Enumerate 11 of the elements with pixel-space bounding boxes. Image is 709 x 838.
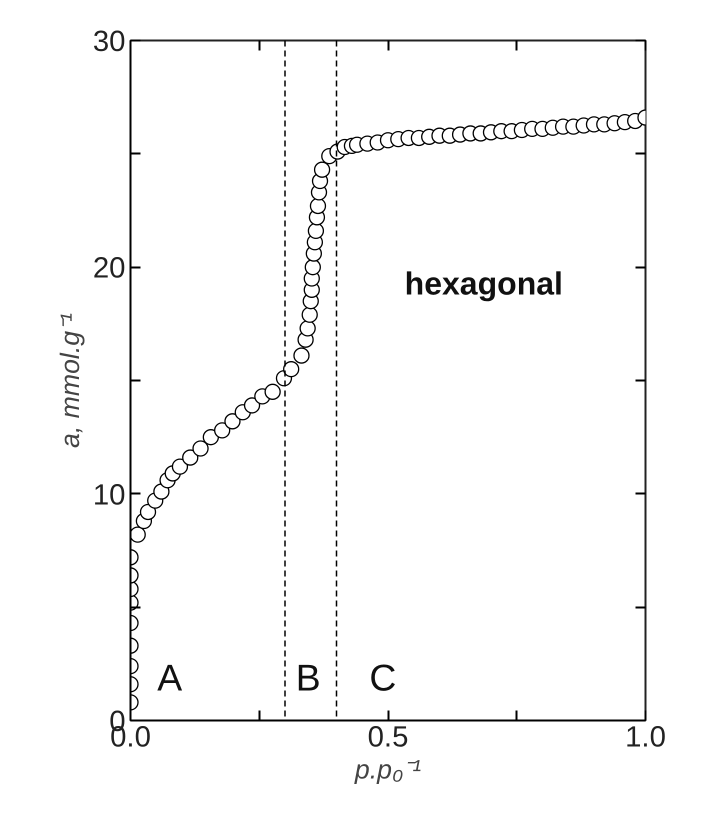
annotation: A (157, 656, 182, 699)
x-tick-label: 0.5 (368, 720, 408, 754)
annotation: C (369, 656, 396, 699)
y-axis-title: a, mmol.g⁻¹ (54, 312, 85, 448)
annotation: B (296, 656, 321, 699)
y-tick-label: 20 (92, 252, 126, 285)
annotation: hexagonal (404, 265, 563, 302)
y-tick-label: 10 (92, 478, 126, 512)
x-tick-label: 1.0 (625, 720, 666, 754)
x-axis-title: p.p₀⁻¹ (354, 754, 422, 784)
y-tick-label: 30 (92, 25, 126, 58)
